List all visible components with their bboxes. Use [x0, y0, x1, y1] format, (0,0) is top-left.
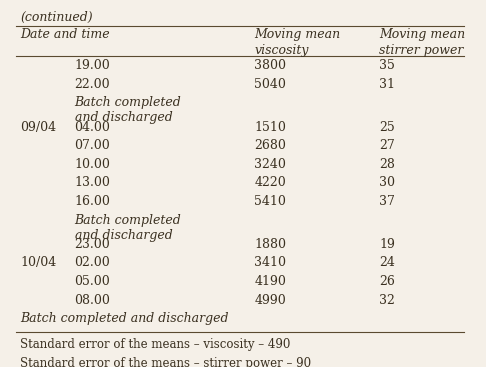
Text: 1880: 1880	[254, 238, 286, 251]
Text: 23.00: 23.00	[75, 238, 110, 251]
Text: 3800: 3800	[254, 59, 286, 72]
Text: 2680: 2680	[254, 139, 286, 152]
Text: 25: 25	[380, 120, 395, 134]
Text: 5040: 5040	[254, 78, 286, 91]
Text: 19.00: 19.00	[75, 59, 110, 72]
Text: 28: 28	[380, 158, 395, 171]
Text: 30: 30	[380, 177, 395, 189]
Text: 10.00: 10.00	[75, 158, 110, 171]
Text: 24: 24	[380, 257, 395, 269]
Text: 05.00: 05.00	[75, 275, 110, 288]
Text: Moving mean
stirrer power: Moving mean stirrer power	[380, 28, 466, 57]
Text: 1510: 1510	[254, 120, 286, 134]
Text: Standard error of the means – viscosity – 490: Standard error of the means – viscosity …	[20, 338, 291, 351]
Text: 19: 19	[380, 238, 395, 251]
Text: 10/04: 10/04	[20, 257, 56, 269]
Text: 26: 26	[380, 275, 395, 288]
Text: 4220: 4220	[254, 177, 286, 189]
Text: 22.00: 22.00	[75, 78, 110, 91]
Text: 02.00: 02.00	[75, 257, 110, 269]
Text: 04.00: 04.00	[75, 120, 110, 134]
Text: 3410: 3410	[254, 257, 286, 269]
Text: 16.00: 16.00	[75, 195, 110, 208]
Text: 07.00: 07.00	[75, 139, 110, 152]
Text: 09/04: 09/04	[20, 120, 56, 134]
Text: Batch completed
and discharged: Batch completed and discharged	[75, 96, 181, 124]
Text: 3240: 3240	[254, 158, 286, 171]
Text: 35: 35	[380, 59, 395, 72]
Text: 4990: 4990	[254, 294, 286, 307]
Text: 37: 37	[380, 195, 395, 208]
Text: 4190: 4190	[254, 275, 286, 288]
Text: 5410: 5410	[254, 195, 286, 208]
Text: Standard error of the means – stirrer power – 90: Standard error of the means – stirrer po…	[20, 357, 312, 367]
Text: 31: 31	[380, 78, 395, 91]
Text: Moving mean
viscosity: Moving mean viscosity	[254, 28, 340, 57]
Text: Date and time: Date and time	[20, 28, 110, 41]
Text: 32: 32	[380, 294, 395, 307]
Text: (continued): (continued)	[20, 11, 93, 24]
Text: Batch completed and discharged: Batch completed and discharged	[20, 312, 229, 325]
Text: 08.00: 08.00	[75, 294, 110, 307]
Text: Batch completed
and discharged: Batch completed and discharged	[75, 214, 181, 241]
Text: 27: 27	[380, 139, 395, 152]
Text: 13.00: 13.00	[75, 177, 110, 189]
